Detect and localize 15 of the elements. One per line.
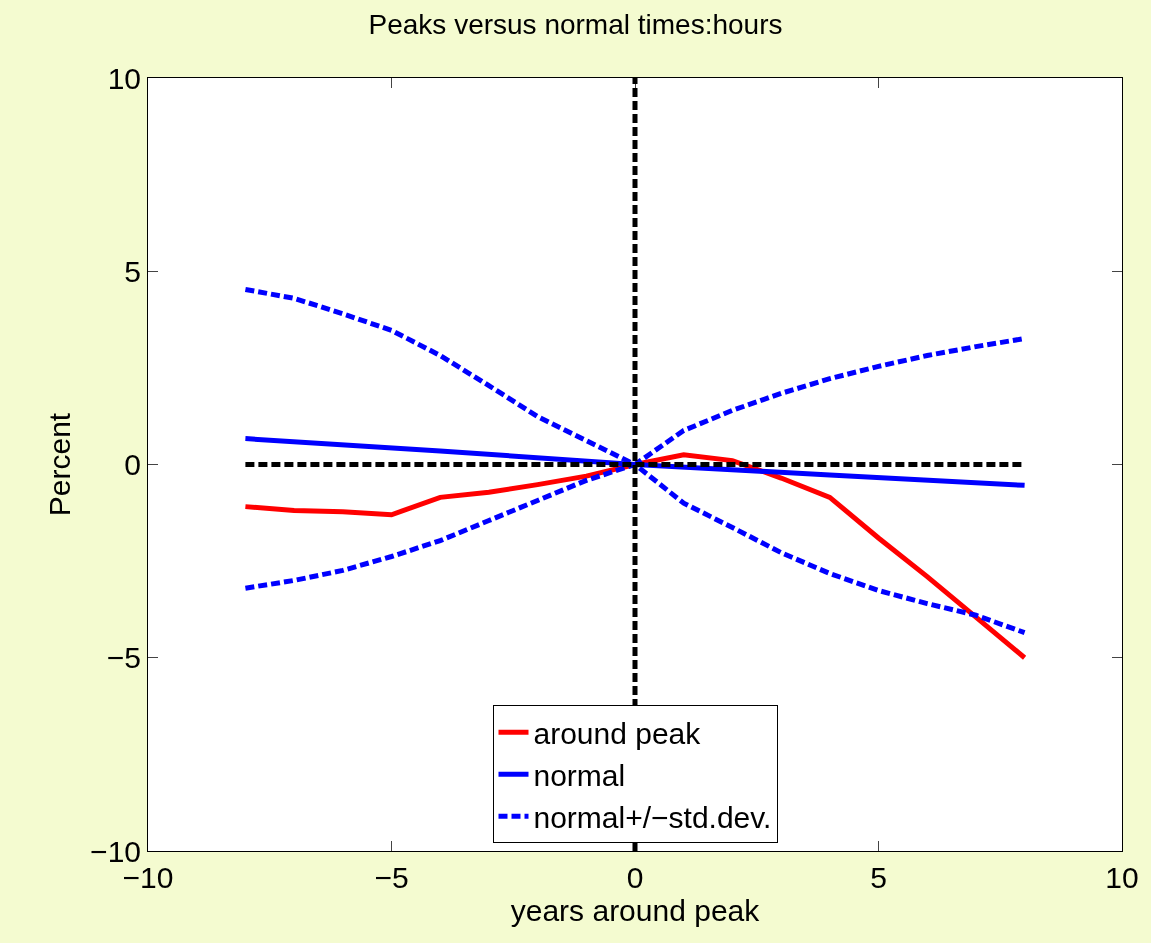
y-tick-label: 5: [124, 254, 141, 288]
y-tick-label: 10: [107, 61, 141, 95]
x-tick-label: −5: [374, 861, 409, 894]
x-tick-label: 0: [626, 861, 644, 894]
x-tick-label: 10: [1105, 861, 1139, 894]
legend-label: normal: [533, 758, 626, 792]
legend-label: around peak: [533, 716, 702, 750]
y-tick-label: 0: [124, 448, 141, 481]
x-tick-label: 5: [870, 861, 887, 894]
y-tick-label: −10: [90, 834, 141, 868]
y-axis-title: Percent: [43, 412, 77, 517]
chart-title: Peaks versus normal times:hours: [368, 8, 783, 40]
y-tick-label: −5: [106, 641, 141, 675]
x-axis-title: years around peak: [510, 894, 761, 927]
legend-label: normal+/−std.dev.: [533, 800, 772, 834]
